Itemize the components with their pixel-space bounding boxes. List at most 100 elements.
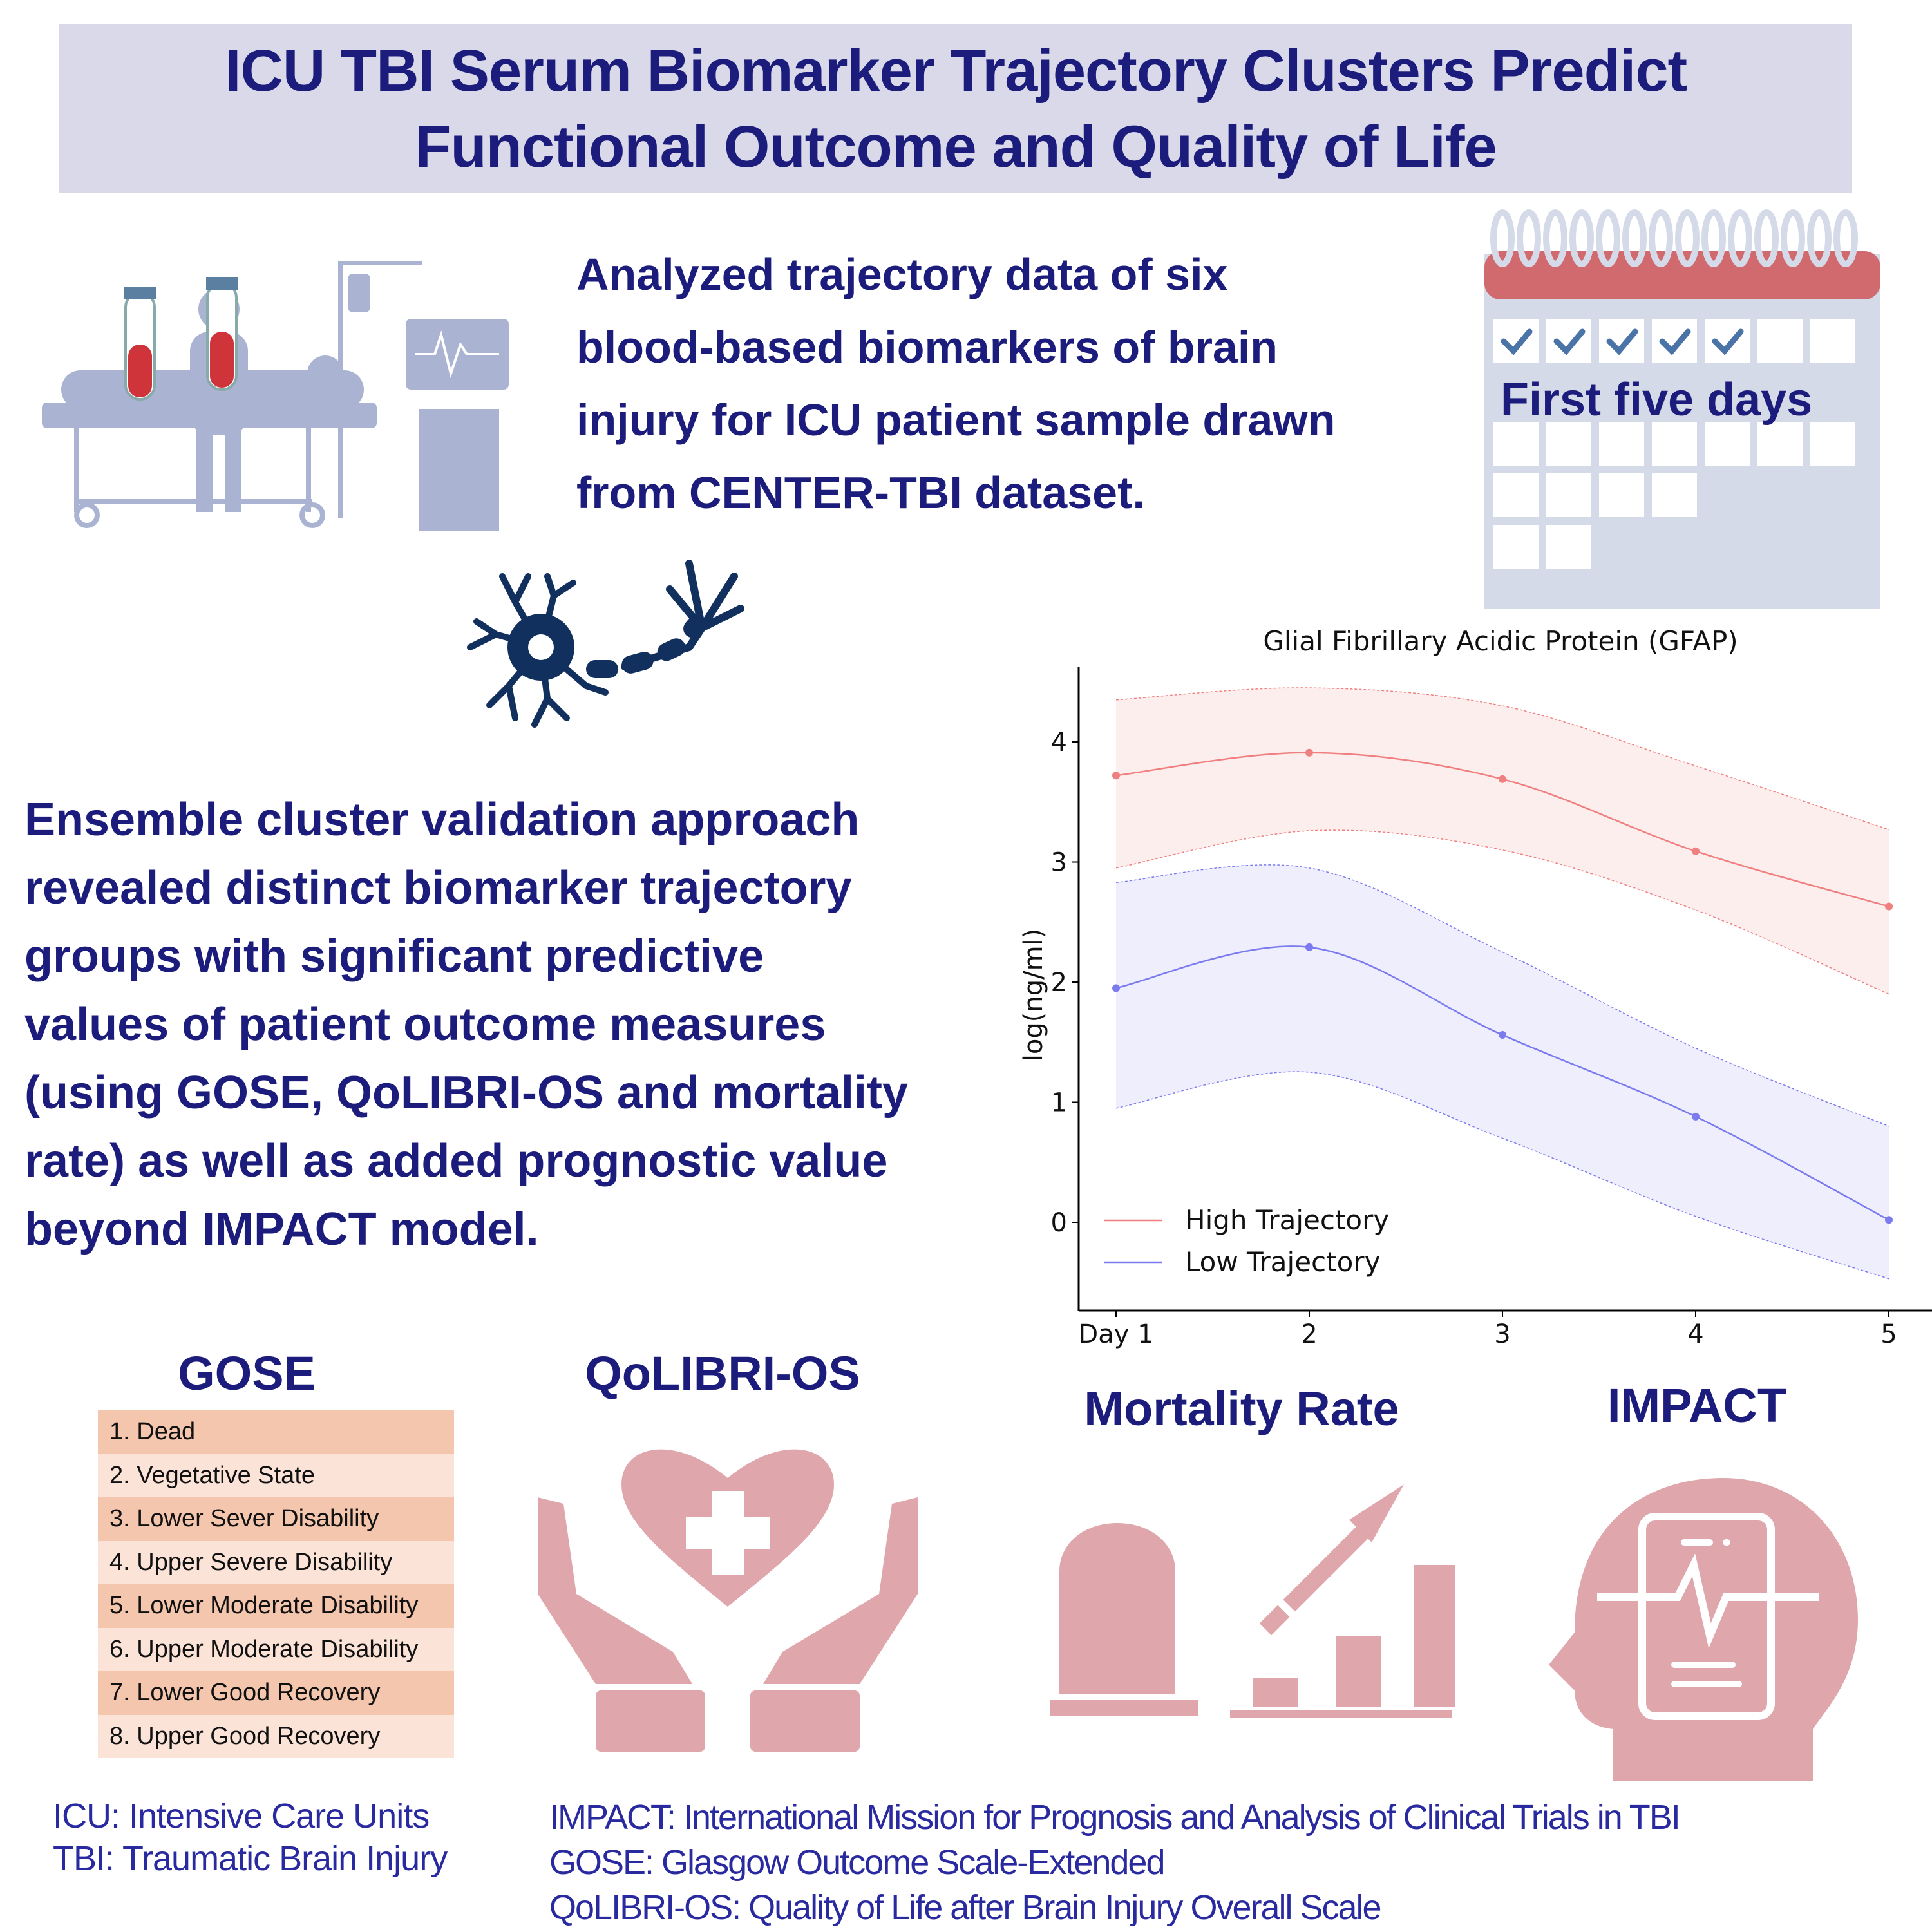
mortality-rate-icon (1050, 1484, 1455, 1718)
check-icon (1712, 328, 1744, 355)
abbreviation-gose: GOSE: Glasgow Outcome Scale-Extended (549, 1843, 1165, 1882)
calendar-ring (1781, 209, 1805, 267)
title-banner: ICU TBI Serum Biomarker Trajectory Clust… (59, 24, 1852, 193)
data-point (1499, 1031, 1506, 1039)
neuron-icon (467, 560, 744, 728)
data-point (1692, 1112, 1700, 1121)
calendar-label: First five days (1501, 374, 1813, 426)
data-point (1499, 775, 1506, 783)
gose-heading: GOSE (178, 1347, 316, 1400)
band-lower-edge (1115, 829, 1889, 995)
x-tick-label: Day 1 (1078, 1320, 1153, 1349)
calendar-ring (1728, 209, 1752, 267)
hands-heart-icon (538, 1449, 918, 1752)
abbreviation-qolibri: QoLIBRI-OS: Quality of Life after Brain … (549, 1888, 1382, 1927)
description-line: blood-based biomarkers of brain (576, 322, 1278, 372)
gose-scale-table: 1. Dead 2. Vegetative State 3. Lower Sev… (98, 1410, 454, 1758)
calendar-day (1493, 422, 1539, 466)
calendar-day (1757, 422, 1803, 466)
band-lower-edge (1115, 1071, 1889, 1280)
calendar-day (1652, 422, 1697, 466)
gose-row: 8. Upper Good Recovery (98, 1714, 454, 1758)
check-icon (1553, 328, 1586, 355)
qolibri-heading: QoLIBRI-OS (585, 1347, 860, 1400)
findings-text: Ensemble cluster validation approach rev… (24, 786, 1010, 1264)
calendar-day (1757, 319, 1803, 363)
calendar-day (1493, 473, 1539, 517)
calendar-day (1599, 319, 1644, 363)
calendar-ring (1701, 209, 1726, 267)
data-point (1885, 1216, 1893, 1224)
abbreviation-icu: ICU: Intensive Care Units (53, 1797, 430, 1835)
check-icon (1606, 328, 1638, 355)
check-icon (1501, 328, 1533, 355)
title-line-2: Functional Outcome and Quality of Life (415, 114, 1497, 180)
y-tick-label: 0 (1051, 1208, 1067, 1238)
gose-row: 4. Upper Severe Disability (98, 1540, 454, 1584)
calendar-ring (1543, 209, 1567, 267)
confidence-band (1116, 687, 1889, 994)
calendar-ring (1490, 209, 1515, 267)
findings-line: rate) as well as added prognostic value (24, 1135, 888, 1187)
y-tick-label: 1 (1051, 1088, 1067, 1118)
gose-row: 7. Lower Good Recovery (98, 1671, 454, 1715)
band-upper-edge (1115, 687, 1889, 830)
y-tick-label: 2 (1051, 968, 1067, 998)
calendar-ring (1596, 209, 1620, 267)
study-description: Analyzed trajectory data of six blood-ba… (576, 238, 1478, 529)
gfap-trajectory-chart: Glial Fibrillary Acidic Protein (GFAP) l… (1019, 625, 1932, 1349)
calendar-day (1493, 525, 1539, 569)
data-point (1112, 984, 1120, 992)
y-tick-label: 4 (1051, 728, 1067, 757)
y-axis-label: log(ng/ml) (1019, 929, 1048, 1061)
calendar-day (1652, 319, 1697, 363)
findings-line: beyond IMPACT model. (24, 1204, 539, 1255)
chart-title: Glial Fibrillary Acidic Protein (GFAP) (1263, 625, 1738, 657)
impact-heading: IMPACT (1607, 1379, 1787, 1432)
x-tick-label: 3 (1494, 1320, 1510, 1349)
calendar-ring (1833, 209, 1858, 267)
footer-abbreviations-right: IMPACT: International Mission for Progno… (549, 1795, 1681, 1930)
gose-row: 1. Dead (98, 1410, 454, 1454)
gose-row: 5. Lower Moderate Disability (98, 1584, 454, 1628)
legend-label: High Trajectory (1185, 1204, 1389, 1236)
findings-line: revealed distinct biomarker trajectory (24, 862, 852, 914)
calendar-ring (1517, 209, 1541, 267)
gose-row: 3. Lower Sever Disability (98, 1497, 454, 1541)
calendar-ring (1649, 209, 1673, 267)
calendar-day (1546, 319, 1591, 363)
icu-patient-illustration-icon (42, 261, 509, 531)
calendar-icon (1484, 209, 1880, 609)
calendar-day (1546, 473, 1591, 517)
x-tick-label: 4 (1687, 1320, 1703, 1349)
calendar-ring (1807, 209, 1832, 267)
y-tick-label: 3 (1051, 848, 1067, 878)
findings-line: groups with significant predictive (24, 931, 764, 982)
check-icon (1659, 328, 1691, 355)
calendar-ring (1675, 209, 1700, 267)
data-point (1112, 772, 1120, 780)
calendar-day (1599, 422, 1644, 466)
findings-line: (using GOSE, QoLIBRI-OS and mortality (24, 1067, 909, 1119)
data-point (1692, 847, 1700, 855)
gose-row: 6. Upper Moderate Disability (98, 1627, 454, 1671)
calendar-day (1599, 473, 1644, 517)
calendar-day (1810, 422, 1855, 466)
calendar-day (1705, 319, 1750, 363)
calendar-day (1705, 422, 1750, 466)
calendar-ring (1622, 209, 1647, 267)
calendar-day (1546, 525, 1591, 569)
description-line: injury for ICU patient sample drawn (576, 395, 1336, 445)
description-line: from CENTER-TBI dataset. (576, 468, 1145, 518)
calendar-ring (1754, 209, 1779, 267)
band-upper-edge (1115, 864, 1889, 1127)
mortality-heading: Mortality Rate (1084, 1382, 1399, 1435)
calendar-ring (1569, 209, 1594, 267)
data-point (1305, 748, 1313, 757)
calendar-day (1652, 473, 1697, 517)
abbreviation-tbi: TBI: Traumatic Brain Injury (53, 1839, 448, 1878)
calendar-day (1546, 422, 1591, 466)
abbreviation-impact: IMPACT: International Mission for Progno… (549, 1798, 1681, 1837)
gose-row: 2. Vegetative State (98, 1454, 454, 1497)
findings-line: Ensemble cluster validation approach (24, 794, 860, 846)
